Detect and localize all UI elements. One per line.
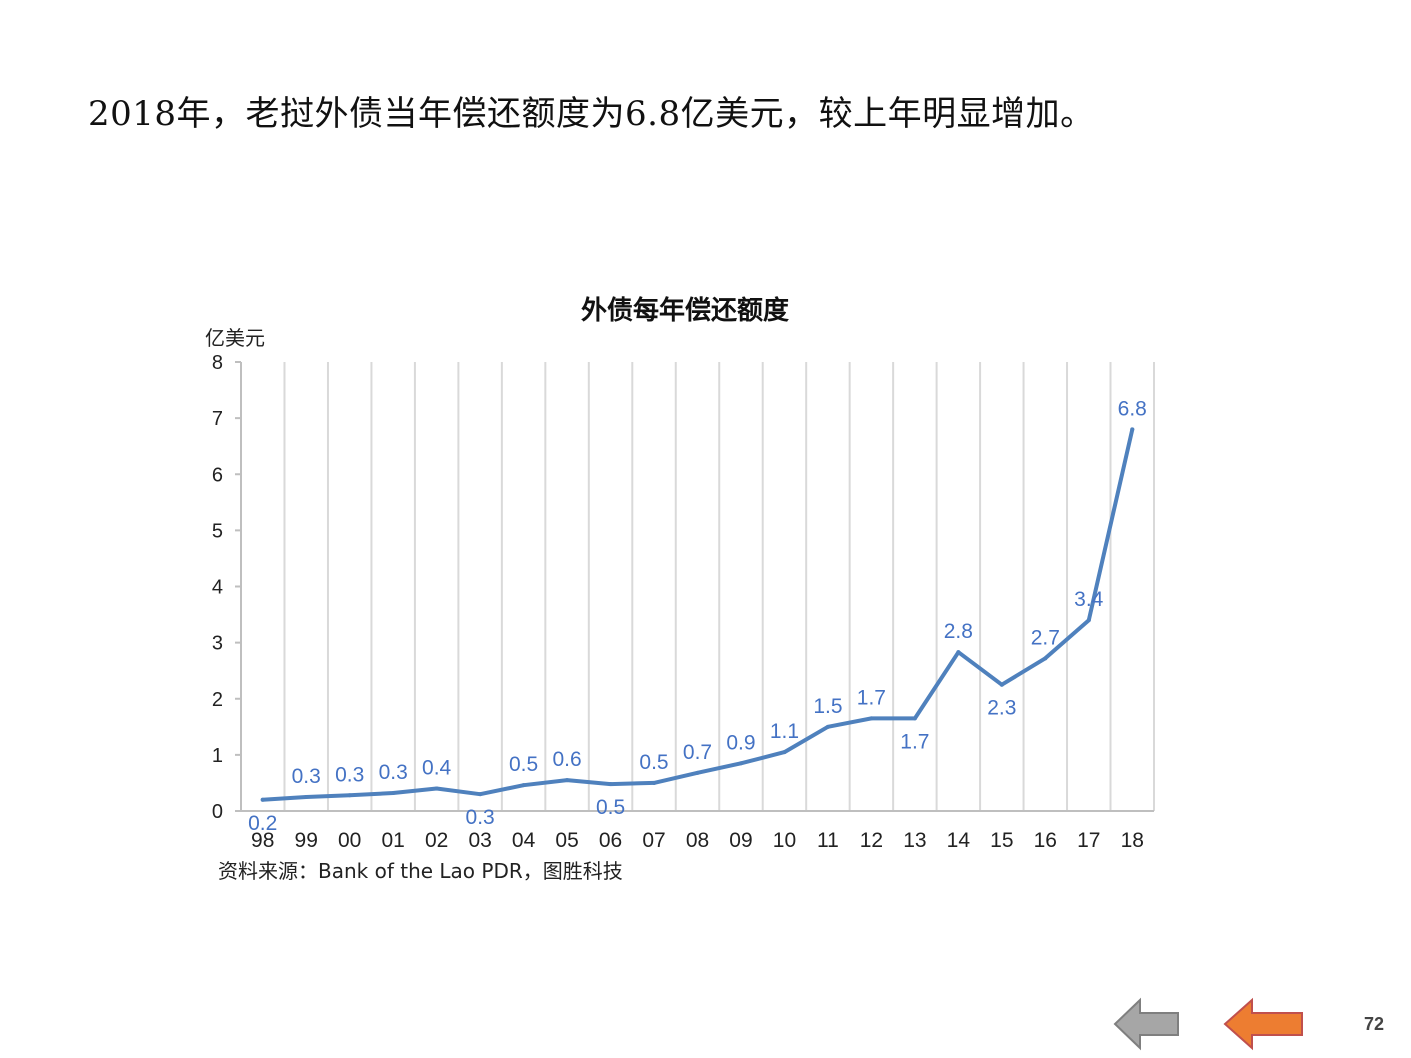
data-label: 1.7 (900, 730, 929, 753)
data-point (912, 716, 917, 721)
y-tick-label: 3 (212, 633, 223, 655)
data-label: 0.2 (248, 812, 277, 835)
y-tick-label: 7 (212, 408, 223, 430)
y-tick-label: 5 (212, 520, 223, 542)
x-tick-label: 11 (817, 829, 839, 852)
x-tick-label: 14 (947, 829, 971, 852)
data-label: 1.5 (813, 695, 842, 718)
data-point (956, 650, 961, 655)
data-label: 0.7 (683, 741, 712, 764)
y-tick-label: 1 (212, 745, 223, 767)
data-point (347, 793, 352, 798)
x-tick-label: 04 (512, 829, 536, 852)
data-point (825, 724, 830, 729)
data-label: 0.6 (552, 748, 581, 771)
data-label: 0.5 (509, 753, 538, 776)
x-tick-label: 15 (990, 829, 1013, 852)
data-point (565, 778, 570, 783)
data-point (304, 794, 309, 799)
x-tick-label: 00 (338, 829, 361, 852)
data-label: 0.4 (422, 757, 452, 780)
chart-axes (235, 361, 1154, 812)
data-point (999, 682, 1004, 687)
data-point (478, 792, 483, 797)
x-tick-label: 09 (729, 829, 752, 852)
data-point (1130, 427, 1135, 432)
data-point (608, 782, 613, 787)
arrow-left-gray-icon (1113, 997, 1179, 1051)
data-labels: 0.2 0.3 0.3 0.3 0.4 0.3 0.5 0.6 0.5 0.5 0.7 0.9 1.1 1… (248, 397, 1147, 834)
x-tick-label: 03 (468, 829, 491, 852)
data-point (434, 786, 439, 791)
page-headline: 2018年，老挝外债当年偿还额度为6.8亿美元，较上年明显增加。 (88, 94, 1095, 134)
x-tick-label: 99 (295, 829, 318, 852)
arrow-left-orange-icon (1223, 997, 1303, 1051)
data-label: 6.8 (1118, 397, 1147, 420)
data-point (869, 716, 874, 721)
data-point (260, 797, 265, 802)
x-tick-label: 98 (251, 829, 274, 852)
data-label: 0.9 (726, 731, 755, 754)
chart-title: 外债每年偿还额度 (580, 296, 789, 326)
data-point (782, 750, 787, 755)
y-tick-labels: 0 1 2 3 4 5 6 7 8 (212, 352, 223, 823)
data-point (738, 761, 743, 766)
data-point (391, 791, 396, 796)
x-tick-label: 12 (860, 829, 883, 852)
x-tick-label: 10 (773, 829, 796, 852)
x-tick-label: 06 (599, 829, 622, 852)
y-tick-label: 0 (212, 801, 223, 823)
data-point (521, 783, 526, 788)
series-line-layer (260, 427, 1135, 802)
y-tick-label: 2 (212, 689, 223, 711)
chart-source-note: 资料来源：Bank of the Lao PDR，图胜科技 (218, 859, 623, 883)
previous-page-button[interactable] (1112, 996, 1182, 1057)
x-tick-label: 02 (425, 829, 448, 852)
y-tick-label: 6 (212, 464, 223, 486)
y-axis-unit-label: 亿美元 (205, 326, 265, 350)
data-label: 0.3 (292, 765, 321, 788)
x-tick-label: 17 (1077, 829, 1100, 852)
x-tick-label: 18 (1121, 829, 1144, 852)
data-label: 0.5 (596, 796, 625, 819)
x-tick-label: 08 (686, 829, 709, 852)
page-number: 72 (1364, 1014, 1385, 1034)
data-label: 2.3 (987, 697, 1016, 720)
x-tick-label: 16 (1034, 829, 1057, 852)
data-point (1043, 656, 1048, 661)
y-tick-label: 4 (212, 577, 223, 599)
data-label: 1.7 (857, 686, 886, 709)
y-tick-label: 8 (212, 352, 223, 374)
return-button[interactable] (1222, 996, 1308, 1057)
data-label: 0.3 (379, 761, 408, 784)
x-tick-label: 07 (642, 829, 665, 852)
data-label: 0.5 (639, 751, 668, 774)
data-label: 2.8 (944, 620, 973, 643)
x-tick-label: 05 (555, 829, 578, 852)
x-tick-labels: 98 99 00 01 02 03 04 05 06 07 08 09 10 11 12 13 14 15 16 17… (251, 829, 1144, 852)
x-tick-label: 13 (903, 829, 926, 852)
data-label: 0.3 (466, 806, 495, 829)
x-tick-label: 01 (381, 829, 404, 852)
chart-gridlines (283, 362, 1155, 811)
data-point (695, 770, 700, 775)
data-label: 1.1 (770, 720, 799, 743)
data-label: 0.3 (335, 763, 364, 786)
data-point (652, 780, 657, 785)
data-label: 3.4 (1074, 588, 1104, 611)
data-label: 2.7 (1031, 626, 1060, 649)
data-point (1086, 618, 1091, 623)
